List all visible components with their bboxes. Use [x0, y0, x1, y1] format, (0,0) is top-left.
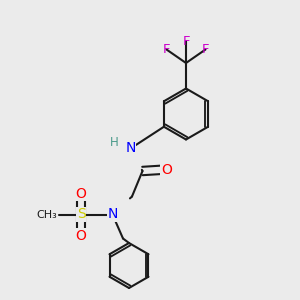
Text: F: F	[163, 43, 170, 56]
Text: O: O	[76, 229, 86, 242]
Text: O: O	[161, 163, 172, 176]
Text: F: F	[202, 43, 209, 56]
Text: N: N	[125, 142, 136, 155]
Text: CH₃: CH₃	[36, 209, 57, 220]
Text: N: N	[107, 208, 118, 221]
Text: S: S	[76, 208, 85, 221]
Text: H: H	[110, 136, 118, 149]
Text: F: F	[182, 35, 190, 48]
Text: O: O	[76, 187, 86, 200]
